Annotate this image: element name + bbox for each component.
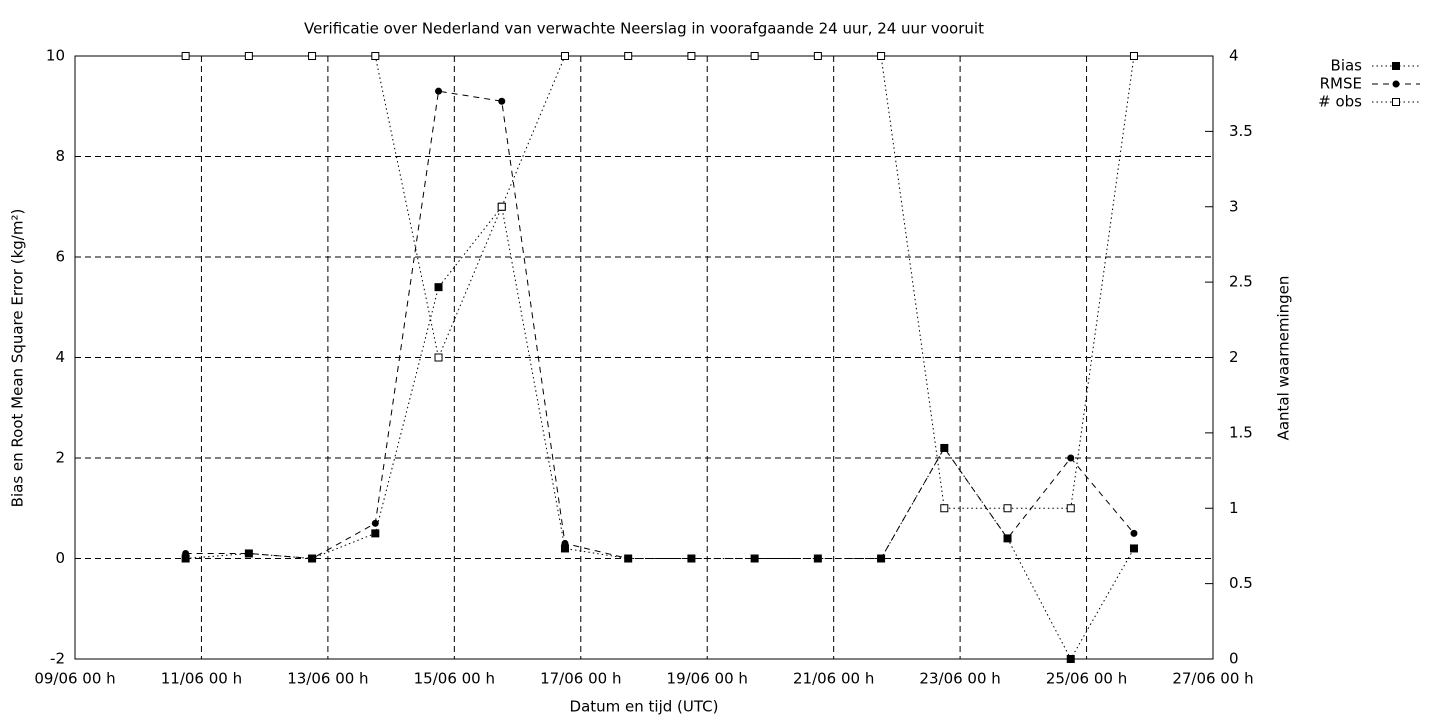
y-tick-label: 10 bbox=[46, 47, 65, 65]
chart-title: Verificatie over Nederland van verwachte… bbox=[304, 20, 984, 38]
data-point bbox=[1130, 529, 1138, 537]
y-tick-label: 6 bbox=[55, 248, 65, 266]
x-tick-label: 13/06 00 h bbox=[287, 670, 368, 688]
y-tick-label: 8 bbox=[55, 147, 65, 165]
data-point bbox=[1066, 655, 1075, 663]
y2-tick-label: 1.5 bbox=[1229, 423, 1253, 441]
data-point bbox=[1129, 544, 1138, 553]
data-point bbox=[751, 555, 759, 562]
x-tick-label: 17/06 00 h bbox=[540, 670, 621, 688]
data-point bbox=[561, 539, 569, 547]
y2-tick-label: 2 bbox=[1229, 348, 1239, 366]
data-point bbox=[371, 52, 380, 60]
y-tick-label: 4 bbox=[55, 348, 65, 366]
y2-tick-label: 2.5 bbox=[1229, 273, 1253, 291]
y-axis-label: Bias en Root Mean Square Error (kg/m²) bbox=[9, 209, 27, 508]
y-tick-label: -2 bbox=[50, 650, 65, 668]
y2-tick-label: 0 bbox=[1229, 650, 1239, 668]
data-point bbox=[308, 52, 317, 60]
data-point bbox=[1003, 504, 1012, 513]
series-line bbox=[185, 55, 1135, 509]
x-tick-label: 21/06 00 h bbox=[793, 670, 874, 688]
data-point bbox=[435, 87, 443, 95]
y-tick-label: 2 bbox=[55, 449, 65, 467]
data-point bbox=[434, 353, 443, 362]
data-point bbox=[1066, 504, 1075, 513]
data-point bbox=[181, 52, 190, 60]
legend-label: # obs bbox=[1318, 93, 1362, 111]
data-point bbox=[750, 52, 759, 60]
x-tick-label: 25/06 00 h bbox=[1046, 670, 1127, 688]
data-point bbox=[245, 549, 253, 557]
data-point bbox=[687, 52, 696, 60]
series-line bbox=[185, 90, 1135, 560]
legend-marker bbox=[1392, 80, 1400, 88]
legend-marker bbox=[1392, 62, 1400, 70]
data-point bbox=[1129, 52, 1138, 60]
data-point bbox=[814, 555, 822, 562]
data-point bbox=[182, 549, 190, 557]
legend-label: RMSE bbox=[1320, 75, 1362, 93]
y2-tick-label: 0.5 bbox=[1229, 574, 1253, 592]
data-point bbox=[308, 555, 316, 562]
y2-tick-label: 3 bbox=[1229, 197, 1239, 215]
data-point bbox=[244, 52, 253, 60]
x-tick-label: 27/06 00 h bbox=[1172, 670, 1253, 688]
data-point bbox=[371, 529, 380, 538]
y-tick-label: 0 bbox=[55, 549, 65, 567]
data-point bbox=[813, 52, 822, 60]
x-tick-label: 19/06 00 h bbox=[667, 670, 748, 688]
data-point bbox=[624, 52, 633, 60]
data-point bbox=[940, 444, 948, 452]
legend-label: Bias bbox=[1331, 57, 1363, 75]
x-tick-label: 15/06 00 h bbox=[414, 670, 495, 688]
data-point bbox=[497, 202, 506, 211]
data-point bbox=[371, 519, 379, 527]
data-point bbox=[1067, 454, 1075, 462]
data-point bbox=[877, 555, 885, 562]
y2-tick-label: 1 bbox=[1229, 499, 1239, 517]
data-point bbox=[687, 555, 695, 562]
legend-marker bbox=[1392, 98, 1400, 106]
x-axis-label: Datum en tijd (UTC) bbox=[570, 698, 719, 716]
y2-tick-label: 4 bbox=[1229, 47, 1239, 65]
y2-tick-label: 3.5 bbox=[1229, 122, 1253, 140]
x-tick-label: 23/06 00 h bbox=[919, 670, 1000, 688]
data-point bbox=[624, 555, 632, 562]
data-point bbox=[1004, 534, 1012, 542]
x-tick-label: 11/06 00 h bbox=[161, 670, 242, 688]
x-tick-label: 09/06 00 h bbox=[34, 670, 115, 688]
data-point bbox=[877, 52, 886, 60]
data-point bbox=[434, 283, 443, 292]
plot-border bbox=[74, 55, 1214, 660]
data-point bbox=[940, 504, 949, 513]
data-point bbox=[498, 97, 506, 105]
data-point bbox=[560, 52, 569, 60]
y2-axis-label: Aantal waarnemingen bbox=[1275, 276, 1293, 441]
